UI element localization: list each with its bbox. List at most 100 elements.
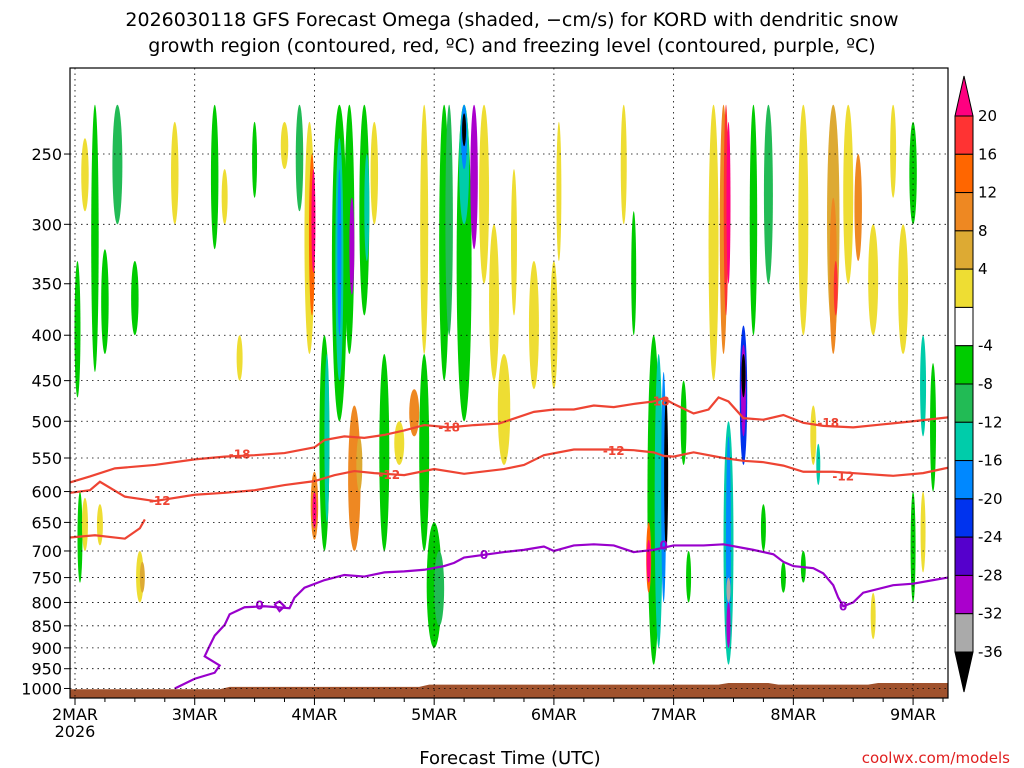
y-tick-label: 550 <box>31 449 62 468</box>
omega-shade-cell <box>680 380 687 465</box>
omega-shade-cell <box>210 104 219 250</box>
omega-shade-cell <box>420 104 429 355</box>
omega-shade-cell <box>252 121 258 198</box>
omega-shade-cell <box>348 405 361 551</box>
colorbar-swatch <box>954 536 974 576</box>
dgz-contour <box>70 448 948 503</box>
omega-shade-cell <box>741 354 746 398</box>
omega-shade-cell <box>280 121 289 170</box>
omega-shade-cell <box>324 354 330 523</box>
omega-shade-cell <box>131 261 139 336</box>
freezing-level-contour <box>174 543 948 690</box>
credit-link[interactable]: coolwx.com/models <box>862 749 1010 767</box>
ground-terrain <box>70 683 948 698</box>
omega-shade-cell <box>81 497 88 551</box>
omega-shade-cell <box>497 354 511 465</box>
dgz-contour-label: -18 <box>648 394 670 408</box>
omega-shade-cell <box>510 169 517 316</box>
colorbar-swatch <box>954 383 974 423</box>
omega-shade-cell <box>101 249 109 355</box>
y-tick-label: 800 <box>31 593 62 612</box>
colorbar-swatch <box>954 345 974 385</box>
omega-shade-cell <box>646 539 651 583</box>
colorbar-label: -8 <box>978 375 993 393</box>
dgz-contour-label: -12 <box>149 494 171 508</box>
dgz-contour-label: -12 <box>603 444 625 458</box>
plot-area: -18 -18 -18 -18 -12 -12 -12 -12 0 0 0 0 <box>70 104 948 698</box>
omega-shade-cell <box>81 138 89 212</box>
y-tick-label: 300 <box>31 215 62 234</box>
omega-shade-cell <box>726 602 731 648</box>
dgz-contour-label: -12 <box>832 469 854 483</box>
freezing-level-contour-label: 0 <box>839 599 847 613</box>
y-tick-label: 1000 <box>21 679 62 698</box>
omega-shade-cell <box>171 121 179 225</box>
colorbar-label: -24 <box>978 528 1003 546</box>
colorbar-swatch <box>954 498 974 538</box>
x-tick-label: 8MAR <box>770 705 816 724</box>
omega-shade-cell <box>312 491 317 529</box>
omega-shading: -18 -18 -18 -18 -12 -12 -12 -12 0 0 0 0 <box>70 104 948 698</box>
omega-shade-cell <box>620 104 627 225</box>
colorbar-label: -4 <box>978 337 993 355</box>
colorbar-swatch <box>954 613 974 653</box>
dgz-contour-label: -12 <box>378 468 400 482</box>
omega-shade-cell <box>528 261 539 390</box>
x-axis-label: Forecast Time (UTC) <box>419 748 600 768</box>
colorbar-label: 20 <box>978 107 997 125</box>
omega-shade-cell <box>930 363 937 492</box>
omega-shade-cell <box>726 577 731 603</box>
y-tick-label: 650 <box>31 513 62 532</box>
colorbar-swatch <box>954 306 974 347</box>
colorbar-top-arrow <box>954 75 974 117</box>
plot-frame <box>69 67 949 699</box>
x-tick-sublabel: 2026 <box>55 722 96 741</box>
omega-shade-cell <box>760 504 766 551</box>
omega-shade-cell <box>96 504 103 546</box>
omega-shade-cell <box>311 169 316 273</box>
omega-shade-cell <box>74 261 81 398</box>
omega-shade-cell <box>654 354 663 648</box>
colorbar-swatch <box>954 460 974 500</box>
omega-shade-cell <box>379 354 390 551</box>
freezing-level-contour <box>273 600 287 613</box>
y-tick-label: 500 <box>31 412 62 431</box>
omega-shade-cell <box>419 354 430 551</box>
colorbar-label: -16 <box>978 452 1003 470</box>
y-tick-label: 900 <box>31 639 62 658</box>
omega-shade-cell <box>356 436 363 492</box>
colorbar-label: 12 <box>978 184 997 202</box>
omega-shade-cell <box>664 397 669 551</box>
colorbar-label: -12 <box>978 413 1003 431</box>
omega-shade-cell <box>236 335 243 381</box>
x-tick-label: 4MAR <box>291 705 337 724</box>
colorbar-label: 16 <box>978 145 997 163</box>
colorbar-bottom-arrow <box>954 651 974 693</box>
omega-shade-cell <box>843 104 854 284</box>
omega-shade-cell <box>920 491 926 573</box>
colorbar-label: -20 <box>978 490 1003 508</box>
y-tick-label: 600 <box>31 483 62 502</box>
omega-shade-cell <box>708 104 719 381</box>
axes: 250 300 350 400 450 500 550 600 650 700 750 800 850 9… <box>21 67 949 741</box>
y-tick-label: 250 <box>31 145 62 164</box>
omega-shade-cell <box>798 104 809 336</box>
omega-shade-cell <box>890 104 897 198</box>
omega-shade-cell <box>734 104 743 225</box>
colorbar-swatch <box>954 115 974 155</box>
colorbar-swatch <box>954 153 974 194</box>
colorbar-swatch <box>954 268 974 308</box>
colorbar-swatch <box>954 230 974 270</box>
omega-shade-cell <box>445 104 453 336</box>
omega-shade-cell <box>409 389 420 437</box>
omega-shade-cell <box>364 154 370 262</box>
omega-shade-cell <box>462 113 467 147</box>
omega-shade-cell <box>749 104 758 336</box>
y-tick-label: 750 <box>31 569 62 588</box>
omega-shade-cell <box>763 104 773 284</box>
omega-shade-cell <box>631 211 637 336</box>
colorbar: 20 16 12 8 4 -4 -8 -12 -16 -20 -24 -28 -32 -36 <box>954 75 1003 693</box>
y-tick-label: 700 <box>31 542 62 561</box>
omega-shade-cell <box>489 224 500 381</box>
